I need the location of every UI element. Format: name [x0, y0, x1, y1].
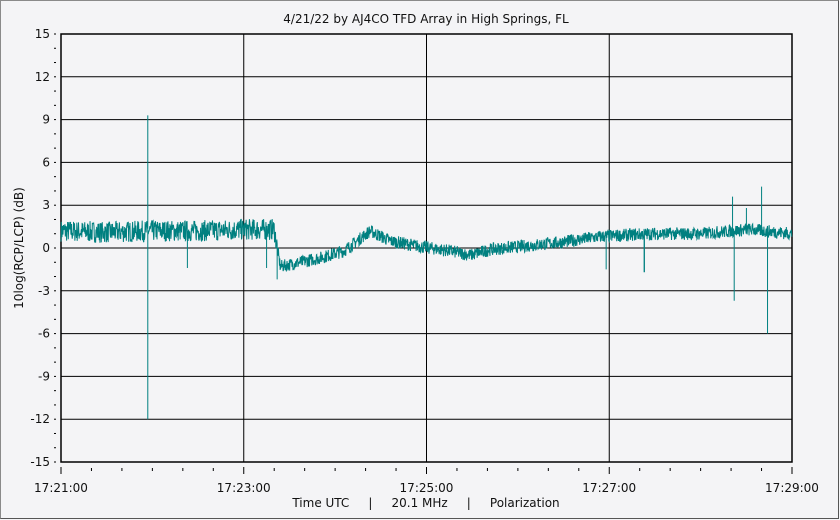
y-axis: 15 12 9 6 3 0 -3 -6 -9 -12 -15 [30, 27, 56, 469]
y-tick-label: -15 [30, 455, 50, 469]
x-tick-label: 17:27:00 [582, 481, 636, 495]
y-tick-label: -3 [38, 284, 50, 298]
chart-title: 4/21/22 by AJ4CO TFD Array in High Sprin… [283, 12, 569, 26]
series-line [60, 115, 793, 420]
y-tick-label: 15 [35, 27, 50, 41]
y-tick-label: 6 [42, 155, 50, 169]
y-tick-label: 12 [35, 70, 50, 84]
y-tick-label: 0 [42, 241, 50, 255]
y-tick-label: -6 [38, 327, 50, 341]
y-axis-label: 10log(RCP/LCP) (dB) [12, 187, 26, 309]
x-tick-label: 17:23:00 [217, 481, 271, 495]
x-tick-label: 17:25:00 [400, 481, 454, 495]
y-tick-label: -12 [30, 412, 50, 426]
y-tick-label: 3 [42, 198, 50, 212]
x-tick-label: 17:29:00 [765, 481, 819, 495]
x-axis: 17:21:00 17:23:00 17:25:00 17:27:00 17:29:00 [34, 467, 819, 495]
y-tick-label: 9 [42, 113, 50, 127]
x-axis-label: Time UTC | 20.1 MHz | Polarization [291, 496, 559, 510]
y-tick-label: -9 [38, 369, 50, 383]
x-tick-label: 17:21:00 [34, 481, 88, 495]
grid [60, 33, 793, 463]
